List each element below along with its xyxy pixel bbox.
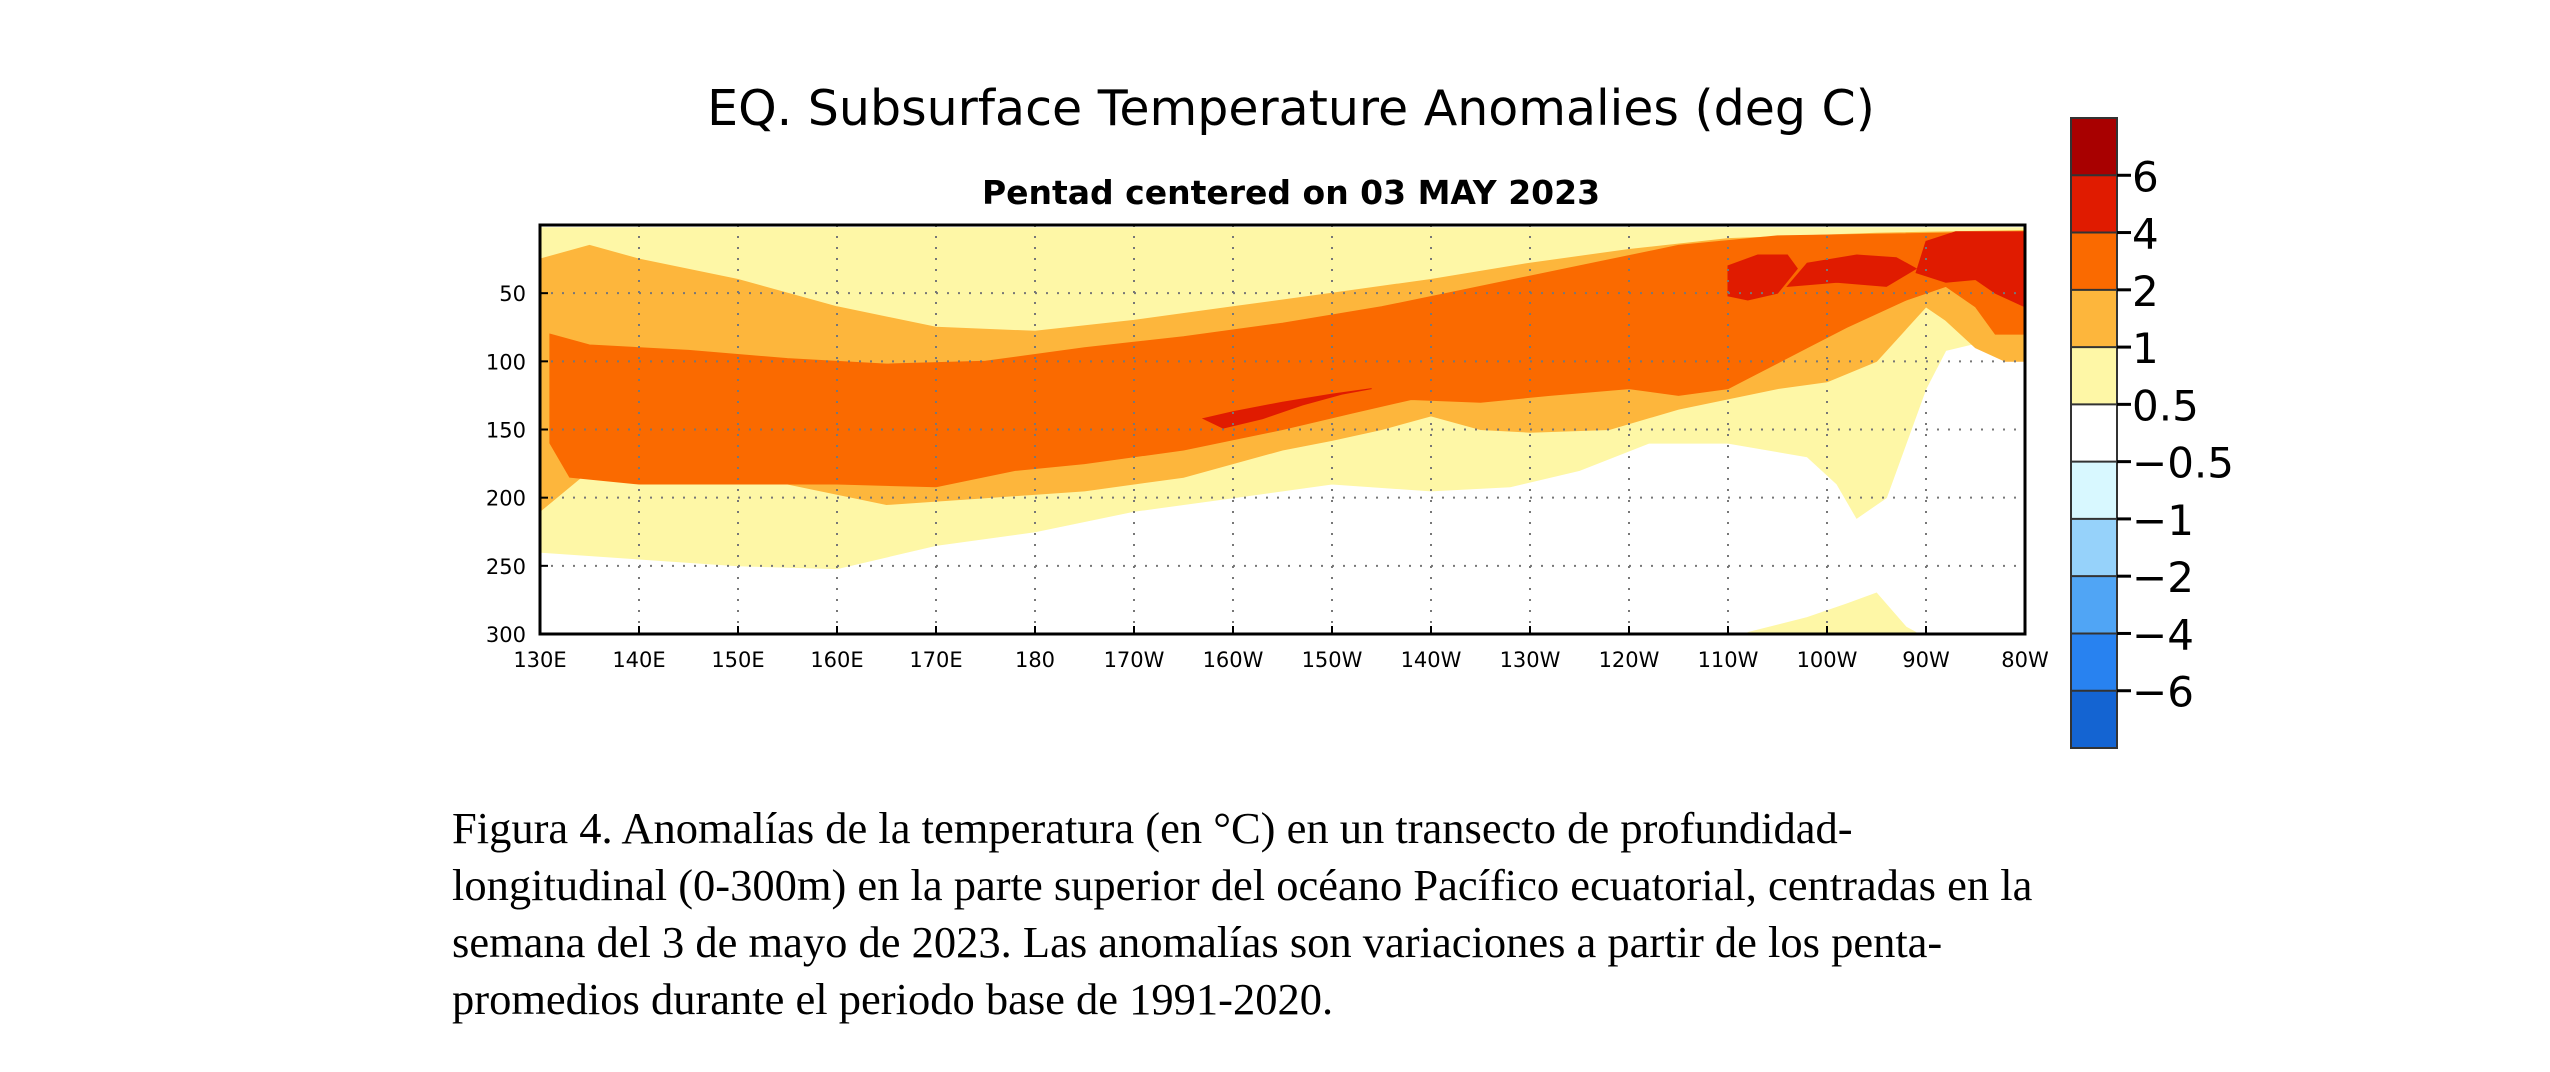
colorbar-swatch bbox=[2071, 461, 2117, 519]
colorbar-swatch bbox=[2071, 633, 2117, 691]
y-tick-label: 100 bbox=[486, 350, 526, 374]
x-tick-label: 90W bbox=[1902, 648, 1950, 672]
colorbar-swatch bbox=[2071, 232, 2117, 290]
colorbar-label: 1 bbox=[2132, 324, 2159, 373]
y-axis: 50 100 150 200 250 300 bbox=[486, 282, 548, 647]
colorbar-label: −1 bbox=[2132, 496, 2194, 545]
colorbar-label: 2 bbox=[2132, 267, 2159, 316]
colorbar-label: −2 bbox=[2132, 553, 2194, 602]
anomaly-region bbox=[1786, 254, 1918, 287]
x-tick-label: 170W bbox=[1104, 648, 1165, 672]
y-tick-label: 50 bbox=[499, 282, 526, 306]
x-tick-label: 140E bbox=[612, 648, 665, 672]
chart-subtitle: Pentad centered on 03 MAY 2023 bbox=[982, 173, 1600, 212]
x-tick-label: 130W bbox=[1500, 648, 1561, 672]
colorbar-label: 4 bbox=[2132, 210, 2159, 259]
plot-area bbox=[538, 223, 2027, 636]
chart-figure: EQ. Subsurface Temperature Anomalies (de… bbox=[486, 80, 2234, 749]
caption-line: Figura 4. Anomalías de la temperatura (e… bbox=[452, 803, 1853, 853]
colorbar-swatch bbox=[2071, 690, 2117, 748]
x-tick-label: 150W bbox=[1302, 648, 1363, 672]
caption-line: semana del 3 de mayo de 2023. Las anomal… bbox=[452, 917, 1943, 967]
caption-line: longitudinal (0-300m) en la parte superi… bbox=[452, 860, 2033, 910]
colorbar-label: 0.5 bbox=[2132, 381, 2199, 430]
x-tick-label: 150E bbox=[711, 648, 764, 672]
colorbar-swatch bbox=[2071, 175, 2117, 233]
x-tick-label: 170E bbox=[909, 648, 962, 672]
colorbar-swatch bbox=[2071, 289, 2117, 348]
figure-caption: Figura 4. Anomalías de la temperatura (e… bbox=[452, 800, 2272, 1028]
colorbar-legend: 6 4 2 1 0.5 −0.5 −1 −2 −4 −6 bbox=[2070, 117, 2234, 749]
x-tick-label: 80W bbox=[2001, 648, 2049, 672]
x-tick-label: 130E bbox=[513, 648, 566, 672]
anomaly-region bbox=[1201, 388, 1372, 429]
colorbar-swatch bbox=[2071, 576, 2117, 634]
y-tick-label: 300 bbox=[486, 623, 526, 647]
x-tick-label: 140W bbox=[1401, 648, 1462, 672]
colorbar-label: −4 bbox=[2132, 610, 2194, 659]
colorbar-swatch bbox=[2071, 404, 2117, 462]
y-tick-label: 150 bbox=[486, 419, 526, 443]
x-tick-label: 100W bbox=[1797, 648, 1858, 672]
anomaly-region bbox=[1727, 254, 1798, 301]
caption-line: promedios durante el periodo base de 199… bbox=[452, 974, 1334, 1024]
colorbar-frame bbox=[2070, 117, 2118, 749]
anomaly-region bbox=[549, 231, 2026, 488]
y-tick-label: 250 bbox=[486, 555, 526, 579]
y-tick-label: 200 bbox=[486, 487, 526, 511]
x-tick-label: 180 bbox=[1015, 648, 1055, 672]
x-tick-label: 110W bbox=[1698, 648, 1759, 672]
colorbar-label: 6 bbox=[2132, 152, 2159, 201]
x-axis: 130E 140E 150E 160E 170E 180 170W 160W 150W 140W 1… bbox=[513, 626, 2049, 672]
colorbar-swatch bbox=[2071, 347, 2117, 405]
colorbar-label: −0.5 bbox=[2132, 439, 2234, 488]
x-tick-label: 160W bbox=[1203, 648, 1264, 672]
x-tick-label: 120W bbox=[1599, 648, 1660, 672]
colorbar-swatch bbox=[2071, 118, 2117, 176]
chart-title: EQ. Subsurface Temperature Anomalies (de… bbox=[707, 80, 1875, 137]
colorbar-label: −6 bbox=[2132, 668, 2194, 717]
x-tick-label: 160E bbox=[810, 648, 863, 672]
colorbar-swatch bbox=[2071, 518, 2117, 577]
